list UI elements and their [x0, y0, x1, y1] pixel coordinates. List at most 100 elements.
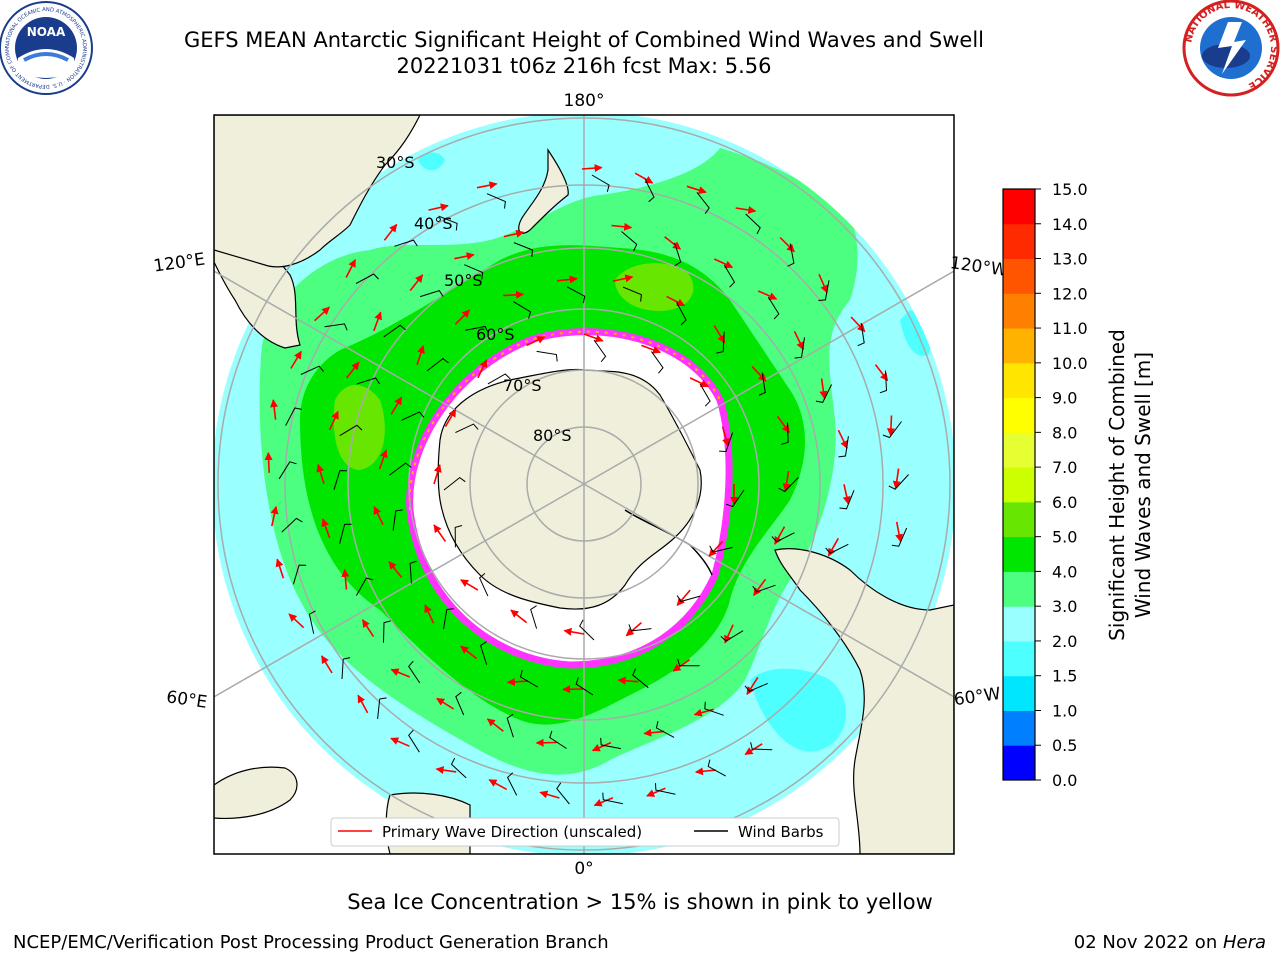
colorbar-tick-label: 3.0 — [1052, 597, 1077, 616]
wave-arrow — [477, 359, 488, 379]
wind-barb — [579, 619, 595, 641]
wave-arrow — [428, 203, 449, 212]
wind-barb — [602, 792, 623, 805]
wind-barb — [707, 759, 726, 777]
colorbar-swatch — [1003, 328, 1035, 364]
wave-arrow — [341, 568, 350, 590]
wave-arrow — [476, 181, 498, 190]
wind-barb — [389, 462, 412, 476]
wave-arrow — [557, 275, 578, 284]
wind-barb — [778, 476, 799, 493]
colorbar-swatch — [1003, 293, 1035, 329]
wind-barb — [621, 231, 638, 252]
wave-arrow — [373, 311, 382, 332]
wave-arrow — [713, 325, 726, 344]
wave-arrow — [818, 273, 828, 294]
colorbar-swatch — [1003, 745, 1035, 781]
footer-credit: NCEP/EMC/Verification Post Processing Pr… — [13, 932, 609, 953]
wind-barb — [750, 742, 773, 751]
wind-barb — [339, 424, 363, 437]
wind-barb — [650, 351, 664, 374]
wave-arrow — [686, 185, 707, 194]
legend-barb-label: Wind Barbs — [738, 823, 824, 841]
lon-label-60e: 60°E — [165, 687, 208, 712]
wind-barb — [704, 701, 724, 716]
graticule — [214, 115, 954, 854]
lon-label-180: 180° — [564, 91, 605, 111]
wind-barb — [720, 630, 744, 642]
lon-label-120e: 120°E — [152, 250, 206, 277]
wind-barb — [725, 489, 745, 508]
colorbar-swatch — [1003, 710, 1035, 746]
wave-arrow — [708, 540, 724, 557]
wind-barb — [465, 325, 489, 334]
antarctica-land — [437, 368, 702, 610]
wind-barb — [487, 373, 511, 385]
wave-arrow — [275, 558, 285, 579]
wave-arrow — [314, 306, 330, 322]
wind-barb — [655, 783, 676, 795]
wind-barb — [339, 523, 352, 544]
wind-barb — [536, 350, 558, 362]
wave-arrow — [361, 619, 375, 638]
wave-arrow — [345, 361, 360, 379]
wind-barb — [771, 532, 795, 543]
wave-arrow — [390, 737, 410, 747]
colorbar-tick-label: 2.0 — [1052, 632, 1077, 651]
wind-barb — [506, 713, 514, 738]
map-legend: Primary Wave Direction (unscaled) Wind B… — [330, 817, 840, 847]
wind-barb — [450, 757, 467, 779]
lat-label-50s: 50°S — [444, 271, 483, 290]
wind-barb — [716, 331, 725, 354]
colorbar-label-line1: Significant Height of Combined — [1105, 329, 1129, 641]
wind-barb — [486, 193, 506, 209]
colorbar-tick-label: 6.0 — [1052, 493, 1077, 512]
wind-barb — [676, 595, 701, 603]
wind-barb — [355, 577, 374, 596]
colorbar-swatch — [1003, 362, 1035, 399]
wave-arrow — [503, 290, 525, 299]
wind-barb — [723, 264, 736, 288]
wind-barb — [400, 411, 425, 421]
wind-barb — [591, 174, 610, 193]
wind-barb — [752, 584, 776, 593]
wind-barb — [879, 370, 888, 394]
wave-arrow — [416, 345, 425, 366]
wind-barb — [278, 461, 297, 480]
wind-barb — [454, 525, 463, 548]
wave-arrow — [713, 258, 734, 269]
wind-barb — [549, 730, 567, 749]
colorbar-swatches — [1003, 189, 1035, 781]
map-area — [214, 115, 954, 854]
wave-direction-arrows — [264, 164, 904, 807]
map-frame — [213, 114, 955, 855]
wave-arrow — [563, 627, 585, 636]
wind-barb — [300, 365, 324, 375]
wind-barb — [677, 658, 700, 667]
wind-barbs — [278, 174, 909, 805]
colorbar-tick-label: 8.0 — [1052, 423, 1077, 442]
colorbar-tick-label: 7.0 — [1052, 458, 1077, 477]
wave-arrow — [779, 237, 795, 253]
wave-arrow — [290, 350, 302, 369]
wave-arrow — [886, 415, 895, 437]
wave-arrow — [751, 366, 767, 382]
colorbar-tick-label: 11.0 — [1052, 319, 1088, 338]
wave-arrow — [345, 258, 357, 278]
colorbar-swatch — [1003, 536, 1035, 572]
wave-arrow — [617, 676, 639, 685]
wind-barb — [341, 657, 351, 680]
colorbar-tick-label: 14.0 — [1052, 215, 1088, 234]
colorbar-ticks: 0.0 0.5 1.0 1.5 2.0 3.0 4.0 5.0 6.0 7.0 8.0 9.0 10.0… — [1035, 180, 1088, 790]
wave-arrow — [793, 331, 805, 351]
wind-barb — [744, 682, 768, 692]
wave-arrow — [435, 766, 457, 775]
wave-arrow — [454, 309, 471, 325]
lat-label-80s: 80°S — [533, 426, 572, 445]
title-line-2: 20221031 t06z 216h fcst Max: 5.56 — [396, 54, 772, 78]
wind-barb — [839, 490, 855, 510]
wind-barb — [513, 301, 532, 319]
wind-barb — [891, 527, 908, 547]
wind-barb — [426, 357, 449, 372]
